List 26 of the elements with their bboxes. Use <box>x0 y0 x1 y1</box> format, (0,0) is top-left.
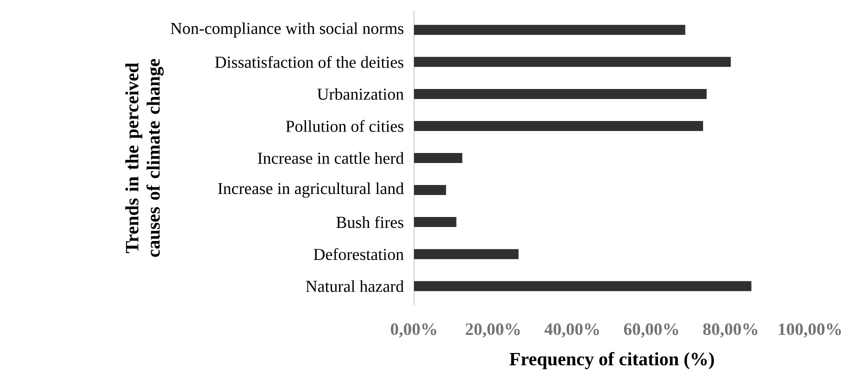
y-tick-label: Dissatisfaction of the deities <box>215 56 404 68</box>
x-tick-label: 20,00% <box>466 323 520 338</box>
y-tick-label: Natural hazard <box>306 280 404 292</box>
bar <box>414 281 752 292</box>
bar <box>414 88 707 99</box>
y-tick-label: Increase in agricultural land <box>218 182 404 198</box>
bar <box>414 217 456 228</box>
y-tick-label: Increase in cattle herd <box>258 152 404 164</box>
bar <box>414 152 462 163</box>
y-tick-label: Deforestation <box>314 248 404 260</box>
bar <box>414 120 704 131</box>
y-tick-label: Non-compliance with social norms <box>170 22 404 38</box>
x-tick-label: 60,00% <box>624 323 678 338</box>
x-tick-label: 100,00% <box>778 323 841 338</box>
x-tick-label: 80,00% <box>703 323 758 338</box>
x-axis-title: Frequency of citation (%) <box>510 352 714 370</box>
bar <box>414 56 731 67</box>
y-axis-title: Trends in the perceived causes of climate change <box>125 58 164 257</box>
x-tick-label: 0,00% <box>390 323 436 338</box>
bar <box>414 185 446 196</box>
bar <box>414 249 519 260</box>
y-tick-label: Urbanization <box>317 88 404 100</box>
bar <box>414 24 686 35</box>
x-tick-label: 40,00% <box>544 323 599 338</box>
y-tick-label: Bush fires <box>336 216 404 228</box>
y-tick-label: Pollution of cities <box>286 120 404 132</box>
